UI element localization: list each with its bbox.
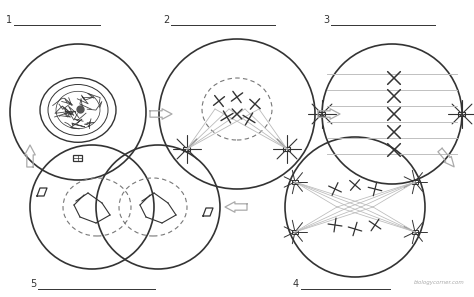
Text: 1: 1 (6, 15, 12, 25)
Text: 4: 4 (293, 279, 299, 289)
Bar (292, 230, 298, 234)
Bar (412, 230, 418, 234)
Bar (283, 146, 291, 151)
Bar (73, 155, 82, 161)
Text: biologycorner.com: biologycorner.com (414, 280, 465, 285)
Bar (458, 112, 465, 116)
Bar (412, 180, 418, 184)
Text: 2: 2 (163, 15, 169, 25)
Text: 5: 5 (30, 279, 36, 289)
Bar (319, 112, 326, 116)
Bar (183, 146, 191, 151)
Bar (292, 180, 298, 184)
Text: 3: 3 (323, 15, 329, 25)
